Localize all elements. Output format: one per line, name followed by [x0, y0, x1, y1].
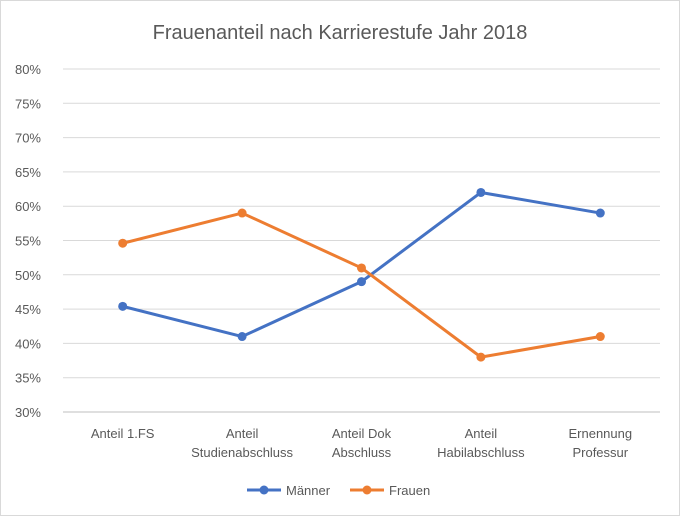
legend-marker-männer [259, 485, 269, 495]
legend: Männer Frauen [247, 483, 430, 498]
y-tick-label: 50% [15, 268, 41, 283]
chart-title: Frauenanteil nach Karrierestufe Jahr 201… [153, 22, 528, 44]
y-tick-label: 60% [15, 199, 41, 214]
data-point-frauen [476, 352, 486, 362]
x-tick-label: Habilabschluss [437, 445, 525, 460]
y-tick-label: 45% [15, 302, 41, 317]
data-point-männer [595, 208, 605, 218]
y-tick-label: 75% [15, 96, 41, 111]
data-point-männer [237, 332, 247, 342]
data-point-männer [476, 187, 486, 197]
gridlines [63, 68, 660, 413]
y-tick-label: 30% [15, 405, 41, 420]
y-tick-label: 65% [15, 165, 41, 180]
legend-label-männer: Männer [286, 483, 331, 498]
x-tick-label: Studienabschluss [191, 445, 293, 460]
y-tick-label: 55% [15, 234, 41, 249]
data-point-frauen [237, 208, 247, 218]
data-point-frauen [595, 332, 605, 342]
x-tick-label: Professur [572, 445, 628, 460]
y-tick-label: 35% [15, 371, 41, 386]
x-tick-label: Abschluss [332, 445, 392, 460]
data-point-männer [357, 277, 366, 287]
x-tick-label: Anteil Dok [332, 426, 392, 441]
y-tick-label: 40% [15, 336, 41, 351]
y-axis: 30% 35% 40% 45% 50% 55% 60% 65% 70% 75% 80% [15, 62, 41, 420]
series-lines [118, 187, 605, 362]
data-point-frauen [357, 263, 366, 273]
y-tick-label: 80% [15, 62, 41, 77]
y-tick-label: 70% [15, 131, 41, 146]
x-tick-label: Ernennung [568, 426, 632, 441]
data-point-männer [118, 301, 128, 311]
x-tick-label: Anteil 1.FS [91, 426, 155, 441]
data-point-frauen [118, 238, 128, 248]
x-tick-label: Anteil [226, 426, 259, 441]
legend-label-frauen: Frauen [389, 483, 430, 498]
legend-marker-frauen [362, 485, 372, 495]
x-tick-label: Anteil [465, 426, 498, 441]
x-axis: Anteil 1.FS Anteil Studienabschluss Anteil … [91, 426, 632, 460]
